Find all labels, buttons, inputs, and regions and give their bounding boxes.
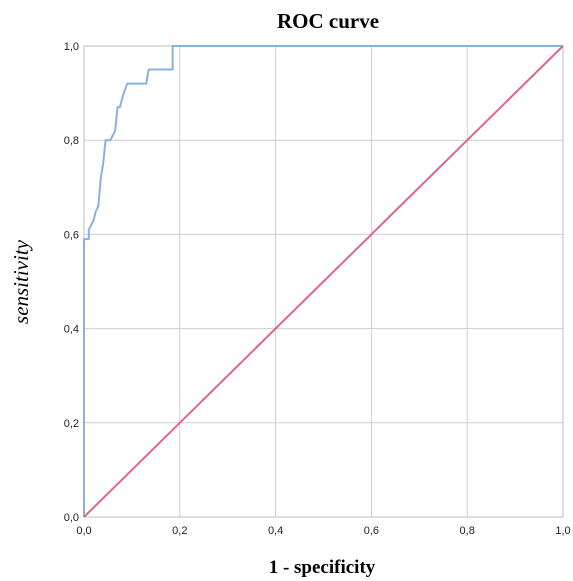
x-tick-label: 0,4	[268, 525, 283, 537]
x-tick-label: 0,6	[364, 525, 379, 537]
y-tick-label: 0,4	[64, 324, 79, 336]
y-tick-label: 0,2	[64, 418, 79, 430]
x-tick-label: 0,8	[460, 525, 475, 537]
roc-curve-line	[83, 45, 563, 517]
x-tick-label: 0,0	[76, 525, 91, 537]
x-tick-labels: 0,0 0,2 0,4 0,6 0,8 1,0	[76, 525, 570, 537]
series-group	[83, 45, 564, 518]
chart-title: ROC curve	[277, 9, 379, 33]
x-tick-label: 1,0	[555, 525, 570, 537]
y-tick-label: 0,8	[64, 135, 79, 147]
x-tick-label: 0,2	[172, 525, 187, 537]
y-tick-labels: 0,0 0,2 0,4 0,6 0,8 1,0	[64, 41, 79, 524]
y-tick-label: 1,0	[64, 41, 79, 53]
x-axis-label: 1 - specificity	[269, 557, 376, 578]
y-tick-label: 0,0	[64, 512, 79, 524]
y-axis-label: sensitivity	[9, 239, 33, 324]
y-tick-label: 0,6	[64, 229, 79, 241]
reference-diagonal-line	[83, 45, 564, 518]
